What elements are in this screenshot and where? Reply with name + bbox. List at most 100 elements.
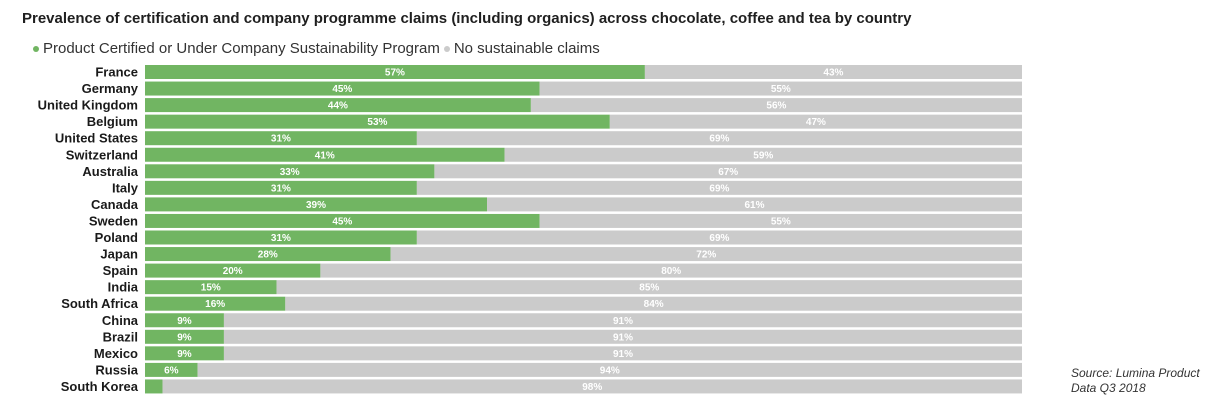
category-label-sweden: Sweden: [89, 213, 138, 228]
bar-certified-united-states: [145, 131, 417, 146]
chart-title: Prevalence of certification and company …: [22, 10, 912, 27]
bar-no-claims-switzerland: [504, 147, 1022, 162]
bar-certified-switzerland: [145, 147, 505, 162]
data-label-certified-japan: 28%: [258, 250, 278, 261]
data-label-no-claims-italy: 69%: [709, 183, 729, 194]
category-label-china: China: [102, 313, 139, 328]
bar-certified-italy: [145, 180, 417, 195]
data-label-certified-canada: 39%: [306, 200, 326, 211]
data-label-no-claims-brazil: 91%: [613, 332, 633, 343]
legend: Product Certified or Under Company Susta…: [33, 40, 604, 57]
bar-no-claims-poland: [416, 230, 1022, 245]
bar-no-claims-australia: [434, 164, 1022, 179]
bar-no-claims-germany: [539, 81, 1022, 96]
bar-certified-mexico: [145, 346, 224, 361]
bar-certified-spain: [145, 263, 321, 278]
data-label-certified-south-africa: 16%: [205, 299, 225, 310]
bar-no-claims-spain: [320, 263, 1022, 278]
bar-no-claims-canada: [487, 197, 1022, 212]
data-label-certified-germany: 45%: [332, 84, 352, 95]
data-label-certified-italy: 31%: [271, 183, 291, 194]
data-label-certified-india: 15%: [201, 283, 221, 294]
category-label-united-kingdom: United Kingdom: [38, 98, 138, 113]
category-label-brazil: Brazil: [103, 329, 138, 344]
data-label-certified-sweden: 45%: [332, 216, 352, 227]
data-label-certified-australia: 33%: [280, 167, 300, 178]
category-label-south-africa: South Africa: [61, 296, 139, 311]
source-line-2: Data Q3 2018: [1071, 381, 1146, 395]
category-label-australia: Australia: [82, 164, 138, 179]
category-label-south-korea: South Korea: [61, 379, 139, 394]
bar-no-claims-belgium: [609, 114, 1022, 129]
data-label-certified-china: 9%: [177, 316, 192, 327]
category-label-india: India: [108, 280, 139, 295]
category-label-poland: Poland: [95, 230, 138, 245]
bar-no-claims-united-kingdom: [530, 98, 1022, 113]
data-label-certified-switzerland: 41%: [315, 150, 335, 161]
data-label-no-claims-south-korea: 98%: [582, 382, 602, 393]
legend-item-certified: Product Certified or Under Company Susta…: [33, 40, 440, 57]
bar-certified-south-africa: [145, 296, 286, 311]
bar-no-claims-russia: [197, 362, 1022, 377]
bar-certified-canada: [145, 197, 488, 212]
bar-certified-poland: [145, 230, 417, 245]
bar-certified-france: [145, 65, 645, 79]
legend-label-no-claims: No sustainable claims: [453, 40, 600, 57]
category-label-canada: Canada: [91, 197, 139, 212]
bar-certified-brazil: [145, 329, 224, 344]
category-label-belgium: Belgium: [87, 114, 138, 129]
bar-certified-japan: [145, 247, 391, 262]
data-label-no-claims-sweden: 55%: [771, 216, 791, 227]
bar-no-claims-japan: [390, 247, 1022, 262]
data-label-no-claims-spain: 80%: [661, 266, 681, 277]
data-label-no-claims-united-kingdom: 56%: [766, 101, 786, 112]
data-label-certified-spain: 20%: [223, 266, 243, 277]
bar-no-claims-brazil: [223, 329, 1022, 344]
data-label-no-claims-south-africa: 84%: [644, 299, 664, 310]
data-label-no-claims-japan: 72%: [696, 250, 716, 261]
bar-no-claims-united-states: [416, 131, 1022, 146]
data-label-no-claims-canada: 61%: [745, 200, 765, 211]
data-label-certified-brazil: 9%: [177, 332, 192, 343]
data-label-no-claims-united-states: 69%: [709, 134, 729, 145]
bar-certified-india: [145, 280, 277, 295]
data-label-certified-france: 57%: [385, 68, 405, 79]
data-label-no-claims-australia: 67%: [718, 167, 738, 178]
category-label-russia: Russia: [95, 362, 138, 377]
data-label-no-claims-france: 43%: [823, 68, 843, 79]
category-label-germany: Germany: [82, 81, 139, 96]
bar-certified-south-korea: [145, 379, 163, 394]
bar-no-claims-sweden: [539, 213, 1022, 228]
category-label-spain: Spain: [103, 263, 138, 278]
bar-certified-sweden: [145, 213, 540, 228]
data-label-certified-mexico: 9%: [177, 349, 192, 360]
bar-certified-belgium: [145, 114, 610, 129]
legend-label-certified: Product Certified or Under Company Susta…: [43, 40, 440, 57]
bar-no-claims-france: [644, 65, 1022, 79]
data-label-no-claims-russia: 94%: [600, 365, 620, 376]
bar-no-claims-mexico: [223, 346, 1022, 361]
bar-no-claims-india: [276, 280, 1022, 295]
bar-certified-russia: [145, 362, 198, 377]
source-line-1: Source: Lumina Product: [1071, 366, 1200, 380]
data-label-certified-russia: 6%: [164, 365, 179, 376]
data-label-no-claims-switzerland: 59%: [753, 150, 773, 161]
bar-certified-united-kingdom: [145, 98, 531, 113]
category-label-mexico: Mexico: [94, 346, 138, 361]
bar-certified-china: [145, 313, 224, 328]
data-label-certified-poland: 31%: [271, 233, 291, 244]
data-label-no-claims-india: 85%: [639, 283, 659, 294]
bar-no-claims-south-africa: [285, 296, 1022, 311]
bar-no-claims-china: [223, 313, 1022, 328]
data-label-certified-belgium: 53%: [367, 117, 387, 128]
legend-marker-certified: [33, 45, 39, 52]
bar-no-claims-italy: [416, 180, 1022, 195]
category-label-france: France: [95, 65, 138, 80]
data-label-certified-united-kingdom: 44%: [328, 101, 348, 112]
source-note: Source: Lumina Product Data Q3 2018: [1071, 366, 1226, 396]
legend-marker-no-claims: [443, 45, 450, 52]
bar-no-claims-south-korea: [162, 379, 1023, 394]
legend-item-no-claims: No sustainable claims: [443, 40, 600, 57]
bar-certified-australia: [145, 164, 435, 179]
data-label-certified-united-states: 31%: [271, 134, 291, 145]
